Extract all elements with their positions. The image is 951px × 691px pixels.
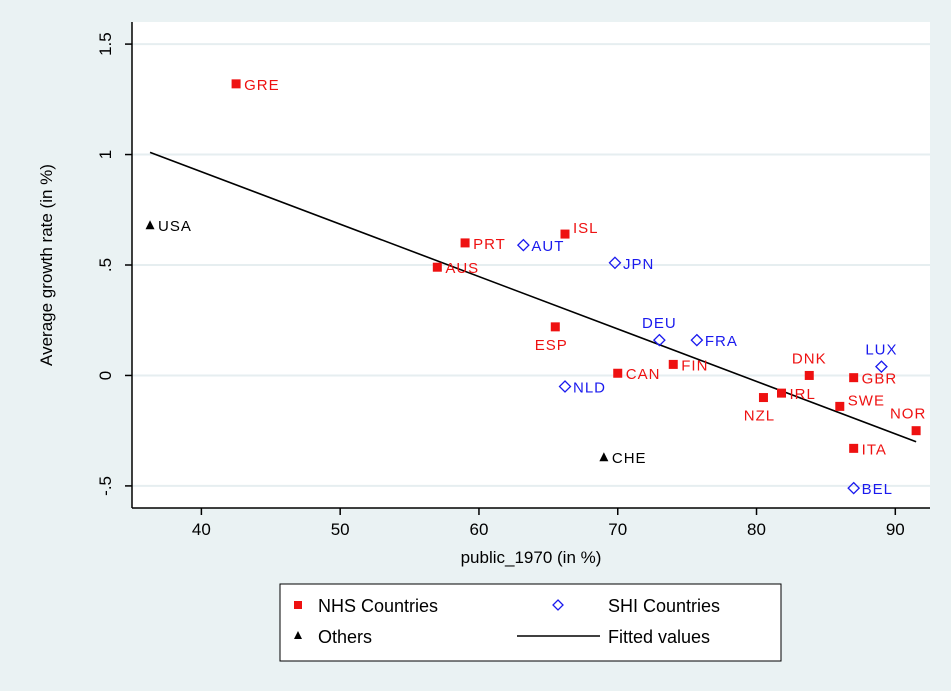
point-bel: [847, 481, 861, 495]
point-nzl: [758, 393, 768, 403]
legend-label-fitted: Fitted values: [608, 627, 710, 647]
point-esp: [550, 322, 560, 332]
x-axis-ticks: 40 50 60 70 80 90: [192, 508, 905, 539]
legend-marker-shi: [552, 599, 564, 611]
point-aus: [432, 262, 442, 272]
data-points: [145, 79, 921, 495]
y-tick-label: 0: [96, 371, 115, 380]
point-che: [599, 452, 609, 462]
point-gbr: [849, 373, 859, 383]
point-label-swe: SWE: [848, 392, 885, 409]
point-label-gre: GRE: [244, 77, 280, 94]
point-deu: [652, 333, 666, 347]
point-swe: [835, 401, 845, 411]
point-jpn: [608, 256, 622, 270]
x-tick-label: 50: [331, 520, 350, 539]
fitted-line-layer: [149, 151, 917, 443]
y-tick-label: -.5: [96, 476, 115, 496]
legend-marker-others: [294, 631, 302, 639]
point-aut: [516, 238, 530, 252]
point-label-che: CHE: [612, 450, 647, 467]
legend-label-shi: SHI Countries: [608, 596, 720, 616]
y-tick-label: 1.5: [96, 32, 115, 56]
y-tick-label: 1: [96, 150, 115, 159]
point-can: [613, 368, 623, 378]
point-label-deu: DEU: [642, 315, 677, 332]
point-label-can: CAN: [626, 366, 661, 383]
point-label-nld: NLD: [573, 380, 606, 397]
legend-marker-nhs: [294, 601, 302, 609]
point-prt: [460, 238, 470, 248]
point-lux: [875, 360, 888, 374]
point-label-fra: FRA: [705, 333, 738, 350]
x-tick-label: 60: [469, 520, 488, 539]
fitted-line: [149, 151, 917, 443]
point-label-esp: ESP: [535, 337, 568, 354]
point-label-isl: ISL: [573, 220, 599, 237]
point-label-prt: PRT: [473, 236, 506, 253]
legend-box: [279, 583, 782, 662]
point-label-nor: NOR: [890, 406, 926, 423]
point-label-aut: AUT: [531, 238, 564, 255]
legend: NHS Countries SHI Countries Others Fitte…: [279, 583, 782, 662]
point-label-usa: USA: [158, 218, 192, 235]
point-label-irl: IRL: [790, 386, 816, 403]
point-fin: [668, 359, 678, 369]
y-axis-ticks: -.5 0 .5 1 1.5: [96, 32, 132, 496]
point-label-fin: FIN: [681, 357, 708, 374]
point-dnk: [804, 370, 814, 380]
point-nor: [911, 426, 921, 436]
y-tick-label: .5: [96, 258, 115, 272]
point-label-bel: BEL: [862, 481, 893, 498]
x-tick-label: 70: [608, 520, 627, 539]
point-gre: [231, 79, 241, 89]
point-labels: GRE PRT ISL AUS ESP CAN FIN DNK GBR IRL NZL SWE NOR I…: [158, 77, 926, 498]
point-label-dnk: DNK: [792, 350, 827, 367]
point-label-lux: LUX: [865, 342, 897, 359]
point-label-nzl: NZL: [744, 408, 775, 425]
x-tick-label: 40: [192, 520, 211, 539]
point-ita: [849, 443, 859, 453]
point-irl: [777, 388, 787, 398]
x-axis-label: public_1970 (in %): [461, 548, 602, 567]
point-label-aus: AUS: [445, 260, 479, 277]
point-label-jpn: JPN: [623, 256, 654, 273]
point-label-gbr: GBR: [862, 371, 898, 388]
y-axis-label: Average growth rate (in %): [37, 164, 56, 366]
point-isl: [560, 229, 570, 239]
legend-label-nhs: NHS Countries: [318, 596, 438, 616]
x-tick-label: 80: [747, 520, 766, 539]
gridlines: [132, 43, 930, 487]
point-usa: [145, 220, 155, 230]
x-tick-label: 90: [886, 520, 905, 539]
point-label-ita: ITA: [862, 441, 887, 458]
legend-label-others: Others: [318, 627, 372, 647]
point-fra: [690, 333, 704, 347]
point-nld: [558, 380, 572, 393]
